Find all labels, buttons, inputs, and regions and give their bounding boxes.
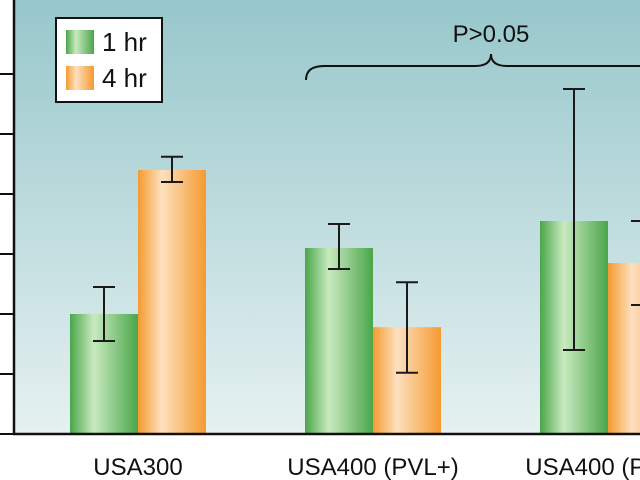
error-bar-1hr-0 [93,286,115,342]
category-label: USA400 (PVL-) [525,454,640,480]
error-bar-1hr-1 [328,223,350,270]
significance-annotation: P>0.05 [305,21,640,81]
legend-swatch-1hr [66,30,94,54]
bar-1hr-1 [305,248,373,434]
legend-label-4hr: 4 hr [102,63,147,93]
bar-4hr-2 [608,263,640,434]
category-label: USA400 (PVL+) [287,454,458,480]
significance-brace [305,53,640,81]
legend-swatch-4hr [66,66,94,90]
legend-label-1hr: 1 hr [102,27,147,57]
error-bar-4hr-1 [396,281,418,374]
bar-4hr-0 [138,170,206,434]
y-axis [0,0,640,436]
error-bars-layer [93,88,640,374]
error-bar-4hr-0 [161,155,183,183]
category-label: USA300 [93,454,182,480]
error-bar-1hr-2 [563,88,585,351]
legend: 1 hr 4 hr [55,17,163,103]
category-labels: USA300 USA400 (PVL+) USA400 (PVL-) [93,454,640,480]
error-bar-4hr-2 [631,220,640,306]
p-value-label: P>0.05 [453,21,530,48]
